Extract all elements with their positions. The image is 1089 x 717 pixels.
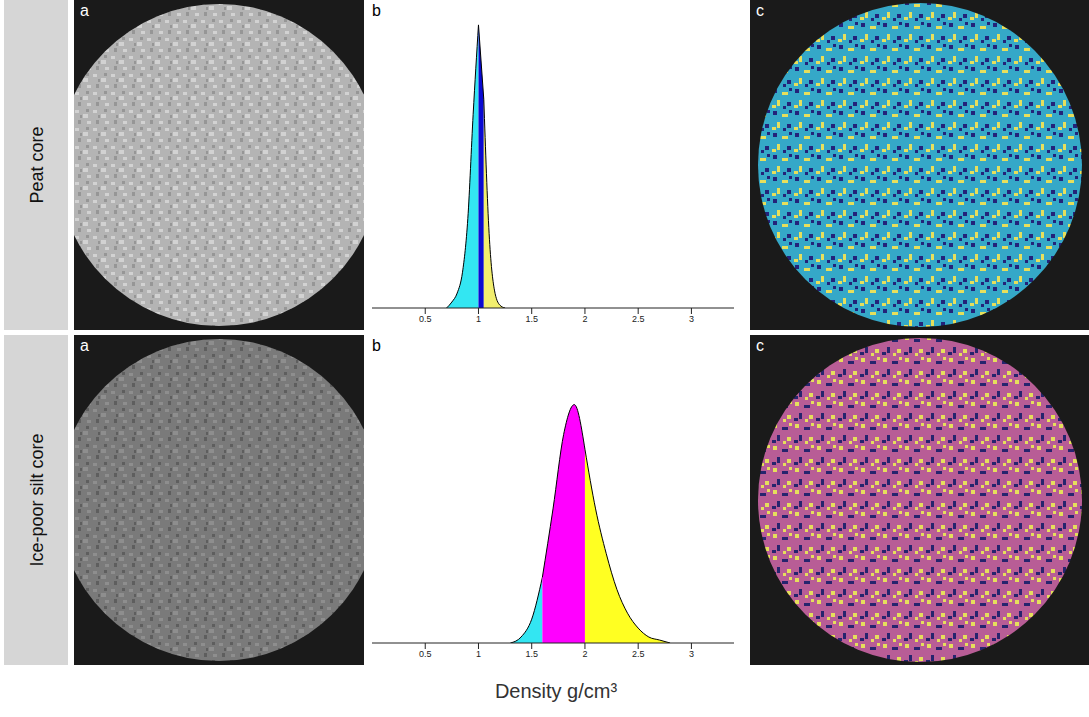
svg-text:Ice-poor silt core: Ice-poor silt core xyxy=(27,433,47,566)
svg-text:1.5: 1.5 xyxy=(525,649,538,659)
svg-text:3: 3 xyxy=(689,649,694,659)
svg-text:1: 1 xyxy=(476,649,481,659)
svg-text:2.5: 2.5 xyxy=(632,314,645,324)
html-text:c: c xyxy=(756,2,764,19)
svg-text:2.5: 2.5 xyxy=(632,649,645,659)
svg-text:2: 2 xyxy=(582,649,587,659)
svg-text:1.5: 1.5 xyxy=(525,314,538,324)
html-text:a: a xyxy=(80,337,89,354)
svg-text:0.5: 0.5 xyxy=(419,649,432,659)
svg-text:2: 2 xyxy=(582,314,587,324)
svg-text:Peat core: Peat core xyxy=(27,126,47,203)
svg-text:1: 1 xyxy=(476,314,481,324)
html-text:c: c xyxy=(756,337,764,354)
svg-text:0.5: 0.5 xyxy=(419,314,432,324)
html-text:b: b xyxy=(372,2,381,19)
html-text:b: b xyxy=(372,337,381,354)
html-text:Density g/cm³: Density g/cm³ xyxy=(494,680,618,702)
svg-text:3: 3 xyxy=(689,314,694,324)
html-text:a: a xyxy=(80,2,89,19)
